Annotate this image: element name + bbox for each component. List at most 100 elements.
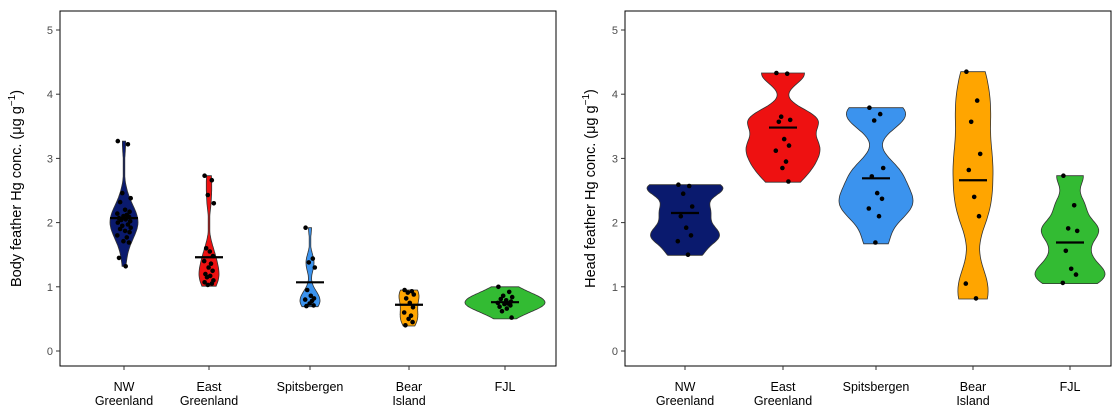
data-point bbox=[407, 300, 413, 306]
data-point bbox=[877, 111, 883, 117]
data-point bbox=[304, 303, 309, 309]
data-point bbox=[506, 289, 512, 295]
y-axis-title: Head feather Hg conc. (μg g−1) bbox=[581, 89, 599, 288]
data-point bbox=[964, 69, 969, 74]
data-point bbox=[689, 204, 695, 209]
data-point bbox=[124, 235, 130, 240]
data-point bbox=[680, 191, 686, 196]
data-point bbox=[209, 281, 215, 286]
data-point bbox=[974, 98, 980, 103]
y-tick-label: 4 bbox=[47, 89, 53, 101]
data-point bbox=[498, 296, 504, 302]
data-point bbox=[115, 233, 120, 238]
data-point bbox=[871, 118, 877, 123]
data-point bbox=[963, 281, 969, 286]
data-point bbox=[211, 201, 217, 206]
data-point bbox=[203, 246, 209, 251]
data-point bbox=[497, 304, 502, 310]
data-point bbox=[120, 223, 125, 229]
panel-1: 0 1 2 3 4 5 Body feather Hg conc. (μg g−1) NW Gr… bbox=[7, 10, 557, 408]
y-tick-label: 0 bbox=[612, 346, 618, 358]
data-point bbox=[120, 190, 125, 196]
y-axis-title: Body feather Hg conc. (μg g−1) bbox=[7, 90, 25, 287]
data-point bbox=[411, 292, 417, 297]
data-point bbox=[867, 105, 872, 110]
data-point bbox=[873, 240, 878, 245]
violin-nw-greenland bbox=[646, 184, 724, 256]
data-point bbox=[976, 213, 982, 219]
data-point bbox=[1068, 266, 1074, 272]
data-point bbox=[408, 313, 414, 319]
data-point bbox=[1061, 173, 1066, 178]
data-point bbox=[1073, 272, 1079, 277]
data-point bbox=[776, 119, 782, 125]
x-tick-label: East Greenland bbox=[180, 380, 238, 408]
data-point bbox=[774, 70, 779, 76]
data-point bbox=[1065, 226, 1071, 231]
data-point bbox=[405, 290, 411, 295]
data-point bbox=[1071, 203, 1077, 208]
data-point bbox=[874, 190, 880, 196]
x-tick-label: Spitsbergen bbox=[843, 380, 910, 394]
data-point bbox=[121, 213, 126, 219]
x-tick-label: NW Greenland bbox=[95, 380, 153, 408]
data-point bbox=[126, 214, 132, 220]
data-point bbox=[303, 225, 308, 230]
x-tick-label: Bear Island bbox=[392, 380, 425, 408]
y-tick-label: 3 bbox=[612, 153, 618, 165]
data-point bbox=[410, 305, 416, 310]
data-point bbox=[786, 179, 791, 184]
data-point bbox=[123, 217, 128, 222]
data-point bbox=[208, 261, 214, 267]
data-point bbox=[128, 195, 133, 201]
data-point bbox=[1063, 248, 1069, 254]
data-point bbox=[207, 249, 213, 254]
data-point bbox=[784, 71, 790, 76]
data-point bbox=[311, 303, 316, 308]
data-point bbox=[499, 308, 505, 314]
data-point bbox=[502, 301, 507, 307]
data-point bbox=[205, 282, 211, 288]
data-point bbox=[127, 209, 132, 214]
data-point bbox=[869, 174, 875, 179]
data-point bbox=[496, 284, 501, 290]
data-point bbox=[115, 138, 121, 144]
data-point bbox=[204, 274, 210, 280]
data-point bbox=[778, 114, 784, 119]
y-tick-label: 5 bbox=[612, 25, 618, 37]
plot-border bbox=[59, 10, 557, 367]
data-point bbox=[401, 310, 407, 315]
data-point bbox=[508, 303, 513, 308]
plot-border bbox=[624, 10, 1112, 367]
data-point bbox=[116, 255, 122, 261]
data-point bbox=[500, 293, 506, 299]
y-tick-label: 4 bbox=[612, 89, 618, 101]
data-point bbox=[683, 225, 689, 230]
data-point bbox=[210, 253, 216, 259]
data-point bbox=[977, 151, 983, 157]
data-point bbox=[1060, 280, 1066, 286]
data-point bbox=[678, 213, 684, 219]
data-point bbox=[126, 240, 132, 245]
data-point bbox=[786, 143, 792, 148]
data-point bbox=[127, 219, 133, 224]
data-point bbox=[880, 165, 886, 171]
data-point bbox=[127, 229, 132, 235]
data-point bbox=[504, 306, 510, 311]
x-tick-label: NW Greenland bbox=[656, 380, 714, 408]
data-point bbox=[115, 211, 120, 216]
data-point bbox=[773, 148, 779, 153]
data-point bbox=[787, 117, 793, 123]
data-point bbox=[307, 301, 312, 306]
data-point bbox=[202, 173, 207, 178]
data-point bbox=[781, 136, 787, 142]
data-point bbox=[121, 238, 126, 244]
data-point bbox=[205, 192, 211, 198]
y-tick-label: 2 bbox=[612, 218, 618, 230]
data-point bbox=[201, 258, 207, 264]
data-point bbox=[302, 297, 308, 302]
data-point bbox=[973, 296, 979, 301]
data-point bbox=[403, 296, 409, 301]
